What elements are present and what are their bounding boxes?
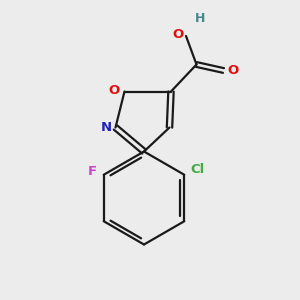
Text: N: N (101, 121, 112, 134)
Text: F: F (88, 165, 97, 178)
Text: O: O (227, 64, 238, 77)
Text: O: O (109, 83, 120, 97)
Text: O: O (172, 28, 184, 41)
Text: H: H (194, 13, 205, 26)
Text: Cl: Cl (191, 163, 205, 176)
